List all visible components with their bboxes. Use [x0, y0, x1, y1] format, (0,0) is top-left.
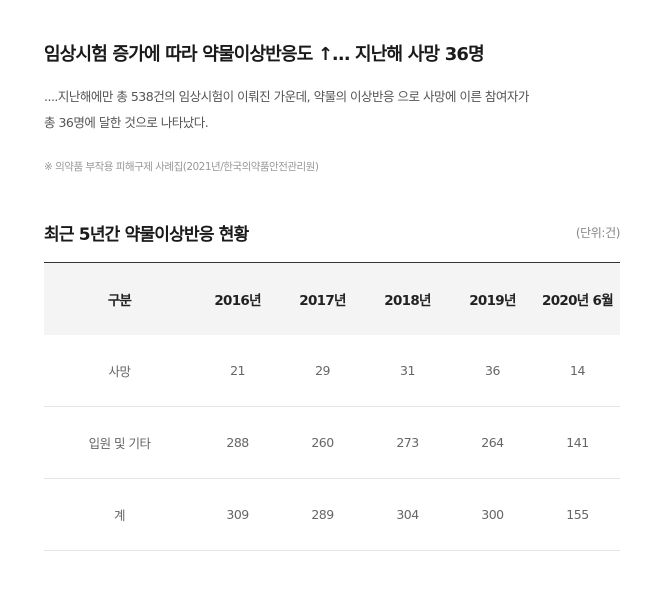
table-cell: 289: [311, 507, 334, 522]
lead-line-1: ....지난해에만 총 538건의 임상시험이 이뤄진 가운데, 약물의 이상반…: [44, 89, 529, 104]
table-cell: 264: [481, 435, 504, 450]
table-cell: 304: [396, 507, 419, 522]
table-cell: 309: [226, 507, 249, 522]
table-cell: 36: [485, 362, 500, 378]
table-cell: 141: [566, 435, 589, 450]
article-headline: 임상시험 증가에 따라 약물이상반응도 ↑… 지난해 사망 36명: [44, 44, 485, 65]
table-cell: 14: [570, 362, 585, 378]
table-cell: 288: [226, 435, 249, 450]
table-row-death: 사망 21 29 31 36 14: [44, 335, 620, 407]
table-cell: 260: [311, 435, 334, 450]
header-2019: 2019년: [469, 292, 516, 309]
header-category: 구분: [107, 292, 132, 309]
table-row-hospitalization: 입원 및 기타 288 260 273 264 141: [44, 407, 620, 479]
adverse-reaction-table: 구분 2016년 2017년 2018년 2019년 2020년 6월 사망 2…: [44, 262, 620, 551]
header-2018: 2018년: [384, 292, 431, 309]
row-label: 사망: [108, 363, 132, 379]
header-2020-june: 2020년 6월: [542, 292, 614, 309]
table-cell: 155: [566, 507, 589, 522]
table-cell: 31: [400, 362, 415, 378]
table-cell: 300: [481, 507, 504, 522]
header-2016: 2016년: [214, 292, 261, 309]
table-title: 최근 5년간 약물이상반응 현황: [44, 225, 249, 245]
table-header-row: 구분 2016년 2017년 2018년 2019년 2020년 6월: [44, 262, 620, 335]
table-cell: 21: [230, 362, 246, 378]
header-2017: 2017년: [299, 292, 346, 309]
lead-line-2: 총 36명에 달한 것으로 나타났다.: [44, 115, 209, 130]
row-label: 입원 및 기타: [88, 436, 151, 451]
row-label: 계: [114, 508, 126, 523]
article-lead: ....지난해에만 총 538건의 임상시험이 이뤄진 가운데, 약물의 이상반…: [44, 84, 624, 136]
unit-label: (단위:건): [575, 226, 621, 240]
table-row-total: 계 309 289 304 300 155: [44, 479, 620, 551]
table-cell: 29: [315, 362, 330, 378]
table-cell: 273: [396, 435, 419, 450]
source-note: ※ 의약품 부작용 피해구제 사례집(2021년/한국의약품안전관리원): [44, 161, 319, 173]
